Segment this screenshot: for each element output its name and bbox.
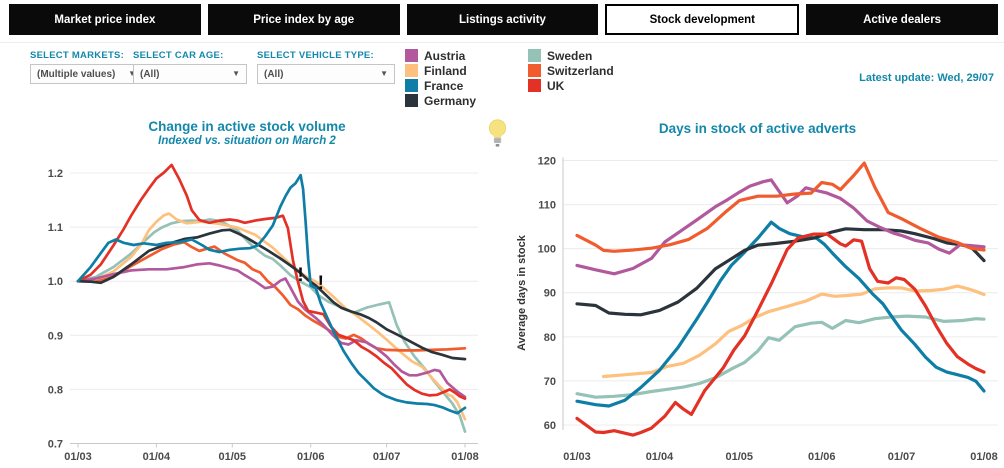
filter-car-age: SELECT CAR AGE: (All) ▼ xyxy=(133,50,247,84)
chevron-down-icon: ▼ xyxy=(128,70,136,78)
line-switzerland[interactable] xyxy=(575,161,986,253)
tab-price-index-by-age[interactable]: Price index by age xyxy=(207,4,400,35)
filter-vehicle-type-dropdown[interactable]: (All) ▼ xyxy=(257,64,395,84)
legend-item-austria[interactable]: Austria xyxy=(405,48,476,63)
exclamation-annotation: ! xyxy=(318,273,324,294)
svg-text:01/03: 01/03 xyxy=(64,451,92,463)
tab-market-price-index[interactable]: Market price index xyxy=(9,4,201,35)
legend-item-finland[interactable]: Finland xyxy=(405,63,476,78)
svg-text:01/06: 01/06 xyxy=(808,451,836,463)
legend-swatch-switzerland xyxy=(528,64,541,77)
legend-item-france[interactable]: France xyxy=(405,78,476,93)
svg-text:Average days in stock: Average days in stock xyxy=(516,234,528,351)
exclamation-annotation: ! xyxy=(297,265,303,286)
right-chart-title: Days in stock of active adverts xyxy=(658,121,857,136)
svg-text:0.7: 0.7 xyxy=(48,439,63,451)
legend-label: Sweden xyxy=(547,48,593,63)
legend-label: France xyxy=(424,78,464,93)
stock-volume-chart[interactable]: 0.7 0.8 0.9 1.0 1.1 1.2 01/03 01/04 01/05 01/06 01… xyxy=(25,150,495,468)
svg-text:100: 100 xyxy=(538,244,556,256)
svg-text:0.8: 0.8 xyxy=(48,384,63,396)
svg-text:01/04: 01/04 xyxy=(646,451,674,463)
svg-text:1.1: 1.1 xyxy=(48,222,63,234)
tab-active-dealers[interactable]: Active dealers xyxy=(806,4,998,35)
latest-update-note: Latest update: Wed, 29/07 xyxy=(859,72,994,84)
legend-swatch-finland xyxy=(405,64,418,77)
svg-text:01/04: 01/04 xyxy=(143,451,171,463)
line-uk[interactable] xyxy=(76,163,467,400)
legend-item-uk[interactable]: UK xyxy=(528,78,614,93)
filter-car-age-value: (All) xyxy=(140,68,160,80)
svg-text:90: 90 xyxy=(544,288,556,300)
legend-swatch-sweden xyxy=(528,49,541,62)
tab-listings-activity[interactable]: Listings activity xyxy=(406,4,599,35)
divider xyxy=(0,42,1004,43)
filter-car-age-dropdown[interactable]: (All) ▼ xyxy=(133,64,247,84)
svg-text:70: 70 xyxy=(544,376,556,388)
legend-swatch-france xyxy=(405,79,418,92)
legend-label: Switzerland xyxy=(547,63,614,78)
filter-markets-dropdown[interactable]: (Multiple values) ▼ xyxy=(30,64,143,84)
filter-car-age-label: SELECT CAR AGE: xyxy=(133,50,224,61)
line-sweden[interactable] xyxy=(575,314,986,399)
filter-markets-value: (Multiple values) xyxy=(37,68,116,80)
svg-text:110: 110 xyxy=(538,200,556,212)
line-uk[interactable] xyxy=(575,232,986,437)
filter-markets-label: SELECT MARKETS: xyxy=(30,50,124,61)
line-austria[interactable] xyxy=(76,261,467,399)
legend-item-sweden[interactable]: Sweden xyxy=(528,48,614,63)
svg-text:01/07: 01/07 xyxy=(373,451,401,463)
legend-label: Germany xyxy=(424,93,477,108)
left-chart-subtitle: Indexed vs. situation on March 2 xyxy=(158,135,336,147)
legend-label: Austria xyxy=(424,48,466,63)
filter-vehicle-type-label: SELECT VEHICLE TYPE: xyxy=(257,50,374,61)
left-chart-title: Change in active stock volume xyxy=(148,119,346,134)
svg-text:01/07: 01/07 xyxy=(888,451,916,463)
legend-swatch-germany xyxy=(405,94,418,107)
filter-markets: SELECT MARKETS: (Multiple values) ▼ xyxy=(30,50,143,84)
legend-swatch-uk xyxy=(528,79,541,92)
line-france[interactable] xyxy=(76,173,467,415)
chevron-down-icon: ▼ xyxy=(232,69,240,78)
legend-column-2: Sweden Switzerland UK xyxy=(528,48,614,93)
svg-text:1.0: 1.0 xyxy=(48,276,63,288)
svg-text:01/05: 01/05 xyxy=(726,451,754,463)
chevron-down-icon: ▼ xyxy=(380,69,388,78)
svg-text:01/06: 01/06 xyxy=(297,451,325,463)
filter-vehicle-type-value: (All) xyxy=(264,68,284,80)
svg-text:120: 120 xyxy=(538,156,556,168)
line-finland[interactable] xyxy=(601,284,986,379)
svg-text:01/08: 01/08 xyxy=(451,451,479,463)
lightbulb-icon[interactable] xyxy=(487,118,508,156)
svg-text:01/05: 01/05 xyxy=(219,451,247,463)
line-austria[interactable] xyxy=(575,178,986,276)
svg-text:60: 60 xyxy=(544,420,556,432)
legend-swatch-austria xyxy=(405,49,418,62)
legend-label: UK xyxy=(547,78,565,93)
line-sweden[interactable] xyxy=(76,218,467,433)
tab-stock-development[interactable]: Stock development xyxy=(605,4,800,35)
svg-text:01/03: 01/03 xyxy=(563,451,591,463)
tab-bar: Market price index Price index by age Li… xyxy=(9,4,998,35)
legend-label: Finland xyxy=(424,63,467,78)
days-in-stock-chart[interactable]: 60 70 80 90 100 110 120 01/03 01/04 01/05 01/06 01/… xyxy=(510,150,1004,468)
line-germany[interactable] xyxy=(76,228,467,361)
legend-item-switzerland[interactable]: Switzerland xyxy=(528,63,614,78)
legend-item-germany[interactable]: Germany xyxy=(405,93,476,108)
svg-text:1.2: 1.2 xyxy=(48,168,63,180)
legend-column-1: Austria Finland France Germany xyxy=(405,48,476,108)
filter-vehicle-type: SELECT VEHICLE TYPE: (All) ▼ xyxy=(257,50,395,84)
svg-text:0.9: 0.9 xyxy=(48,330,63,342)
svg-text:01/08: 01/08 xyxy=(970,451,998,463)
svg-text:80: 80 xyxy=(544,332,556,344)
